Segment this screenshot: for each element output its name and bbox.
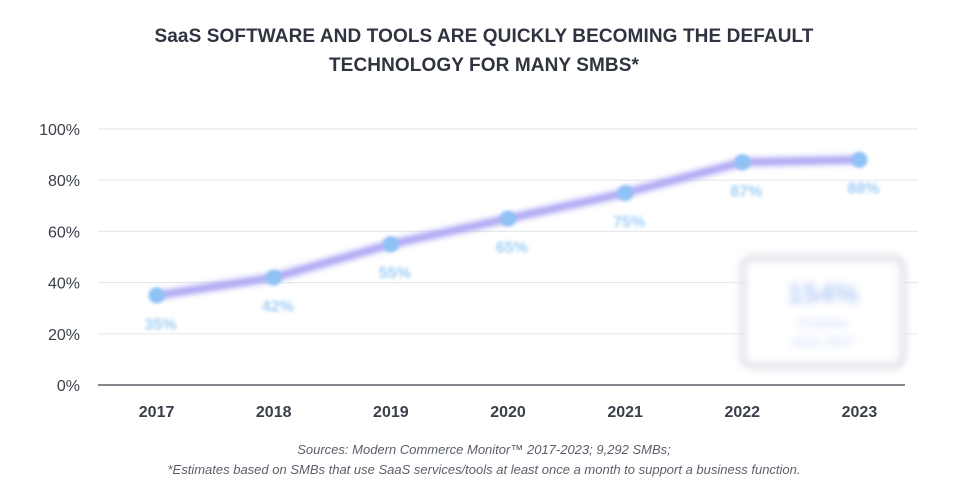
sources-note: Sources: Modern Commerce Monitor™ 2017-2… — [0, 440, 968, 480]
x-tick-label: 2019 — [373, 404, 409, 421]
axes: 0% 20% 40% 60% 80% 100% 2017 2018 2019 2020 2021 20… — [39, 122, 905, 421]
sources-line-1: Sources: Modern Commerce Monitor™ 2017-2… — [297, 442, 671, 457]
data-labels: 35% 42% 55% 65% 75% 87% 88% — [145, 181, 880, 334]
data-label: 75% — [613, 214, 645, 231]
x-tick-label: 2017 — [139, 404, 175, 421]
data-label: 65% — [496, 240, 528, 257]
callout-text-2: since 2017 — [792, 334, 855, 349]
data-point — [148, 287, 165, 304]
x-tick-label: 2018 — [256, 404, 292, 421]
data-label: 88% — [847, 181, 879, 198]
data-label: 87% — [730, 183, 762, 200]
callout-value: 154% — [787, 278, 859, 309]
y-tick-label: 0% — [57, 378, 80, 395]
y-tick-label: 100% — [39, 122, 80, 139]
chart-title-line-1: SaaS SOFTWARE AND TOOLS ARE QUICKLY BECO… — [154, 26, 814, 47]
callout-frame — [740, 255, 906, 369]
data-point — [265, 269, 282, 286]
series-line — [148, 151, 868, 304]
x-tick-label: 2021 — [607, 404, 643, 421]
y-tick-label: 60% — [48, 224, 80, 241]
y-tick-label: 40% — [48, 276, 80, 293]
callout: 154% increase since 2017 — [740, 255, 906, 369]
chart-title-line-2: TECHNOLOGY FOR MANY SMBS* — [328, 55, 640, 76]
data-point — [617, 185, 634, 201]
data-point — [382, 236, 399, 253]
chart-title: SaaS SOFTWARE AND TOOLS ARE QUICKLY BECO… — [0, 22, 968, 80]
data-label: 55% — [379, 265, 411, 282]
x-tick-label: 2022 — [724, 404, 760, 421]
data-point — [851, 151, 868, 168]
y-tick-label: 20% — [48, 327, 80, 344]
callout-box: 154% increase since 2017 — [740, 255, 906, 369]
x-tick-label: 2020 — [490, 404, 526, 421]
callout-text-1: increase — [798, 315, 847, 330]
x-tick-label: 2023 — [842, 404, 878, 421]
sources-line-2: *Estimates based on SMBs that use SaaS s… — [167, 462, 801, 477]
data-point — [500, 210, 516, 227]
y-tick-label: 80% — [48, 173, 80, 190]
data-label: 42% — [262, 298, 294, 315]
data-point — [734, 154, 751, 171]
data-label: 35% — [145, 316, 177, 333]
